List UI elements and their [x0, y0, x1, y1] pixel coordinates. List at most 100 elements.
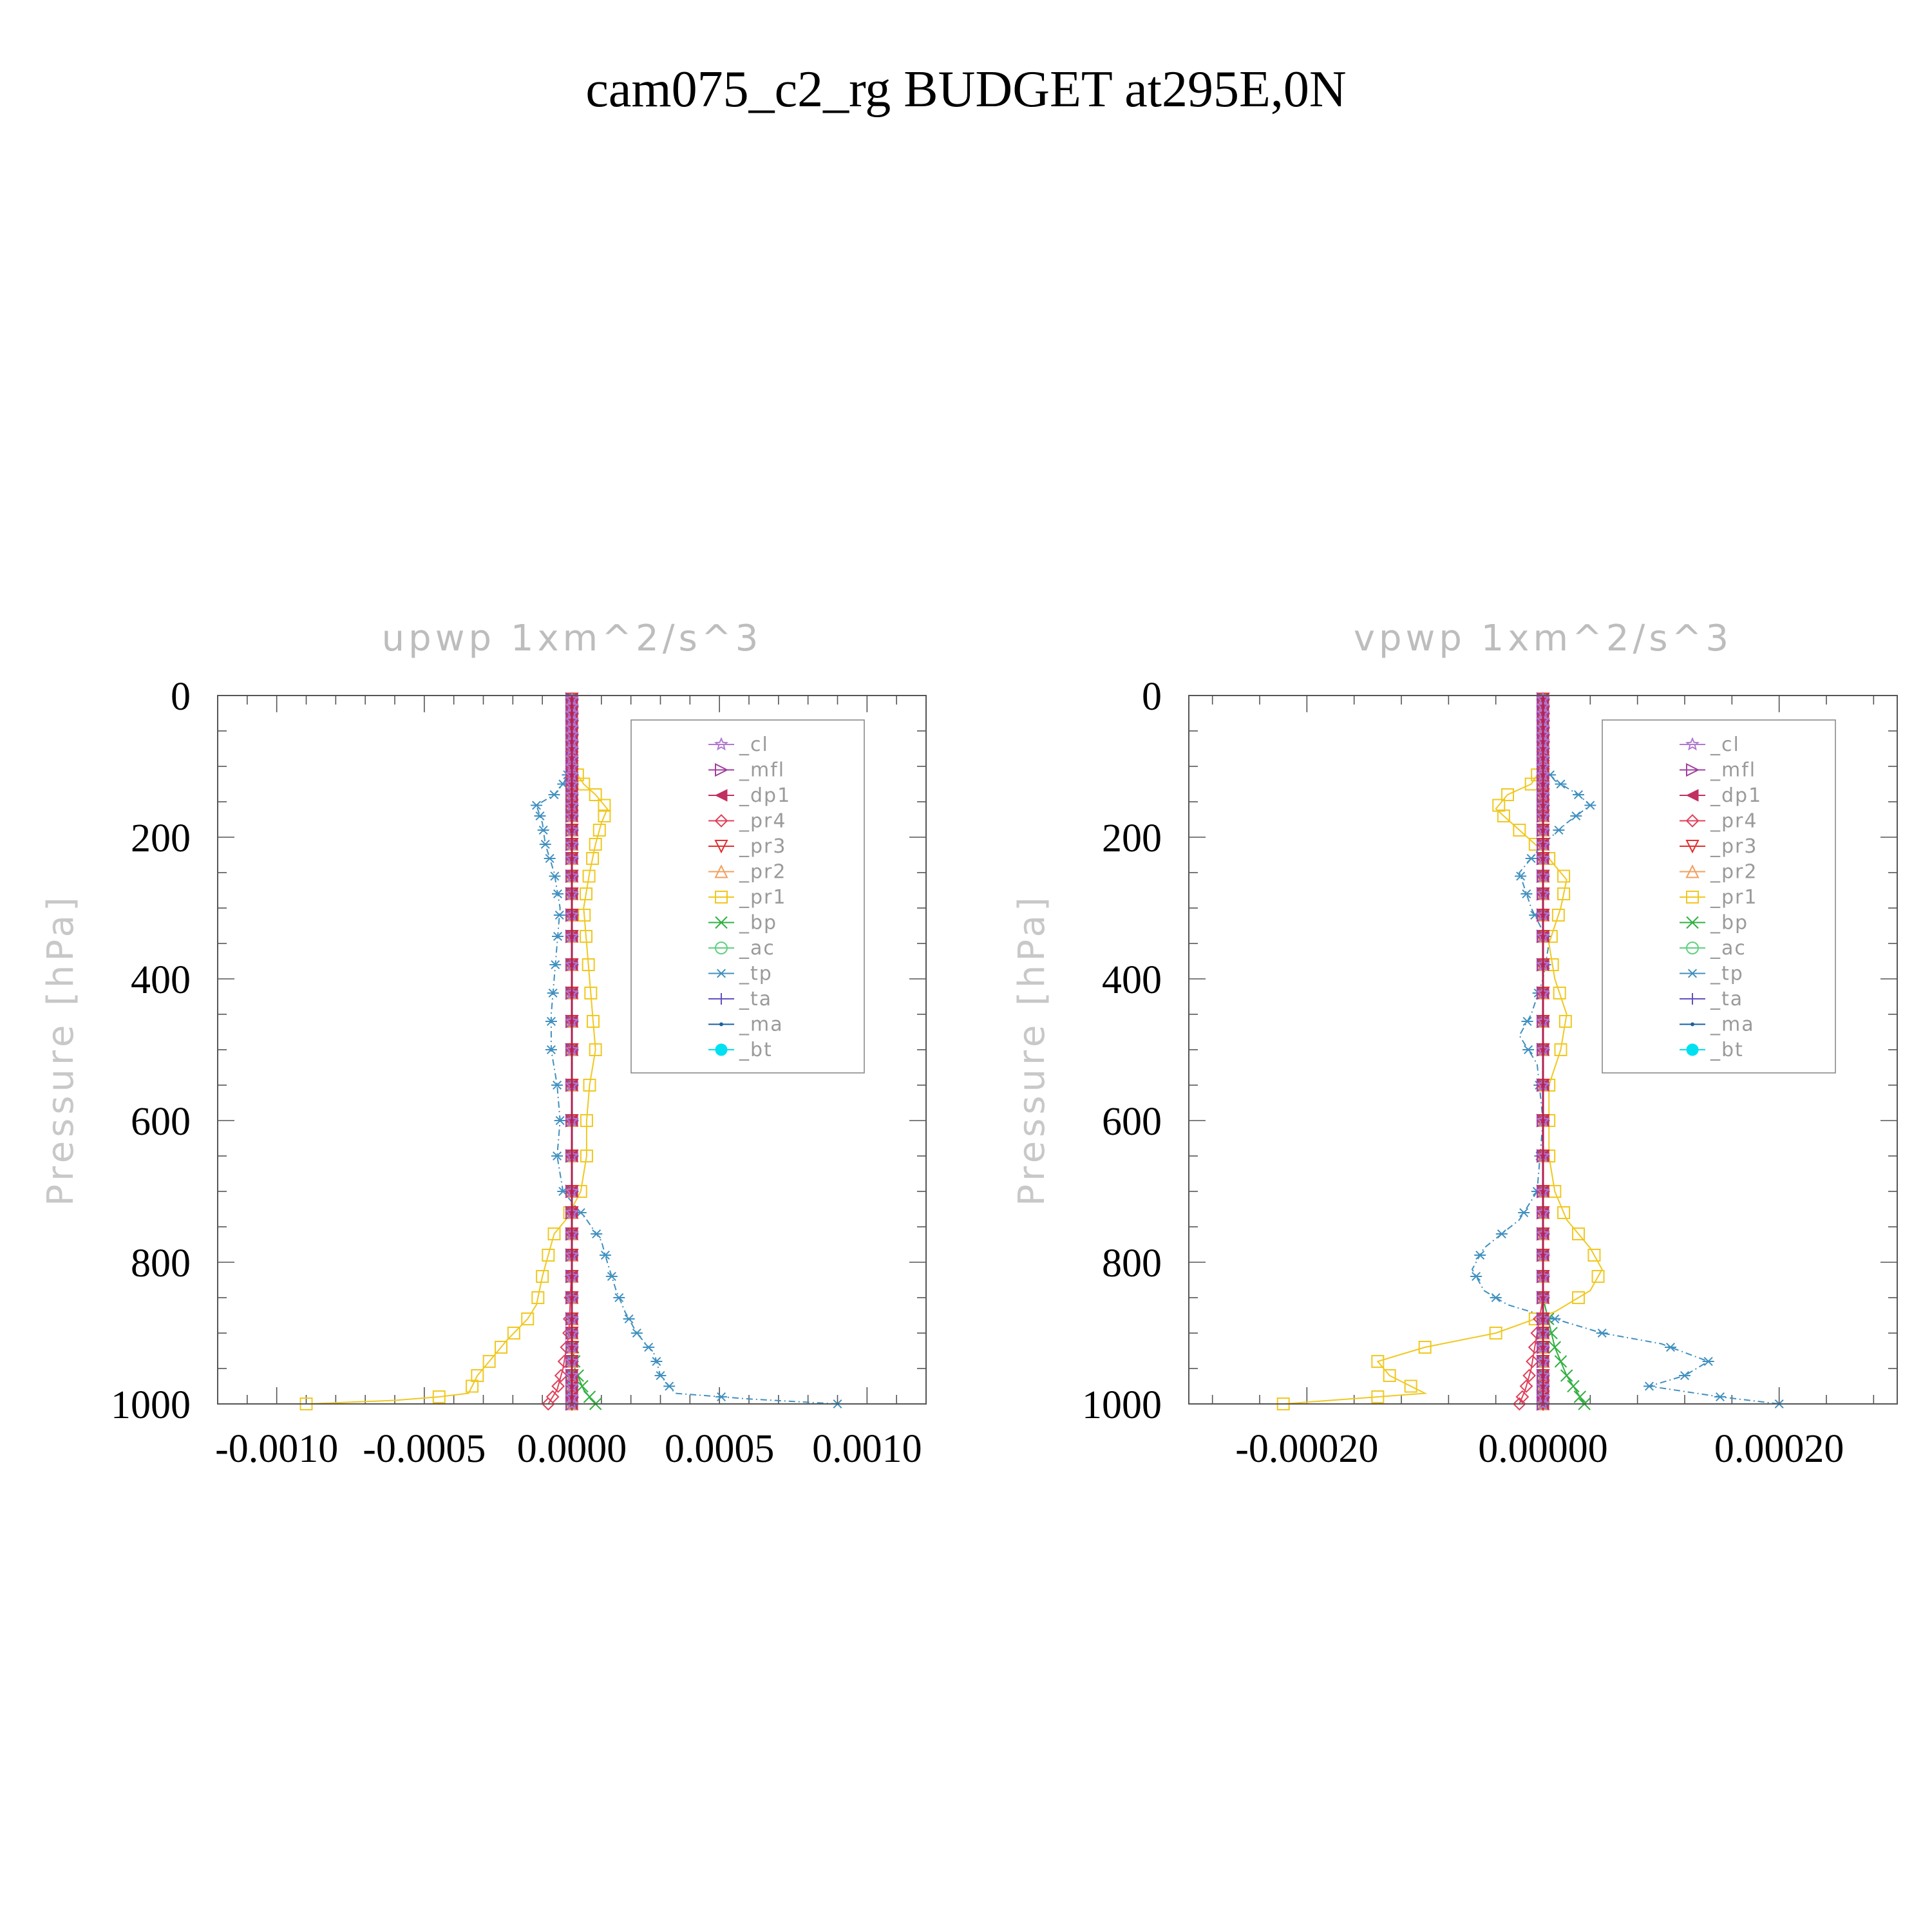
- data-point: [598, 810, 611, 822]
- y-tick-label: 600: [131, 1100, 191, 1144]
- legend-swatch-marker: [715, 1043, 728, 1056]
- data-point: [584, 987, 598, 999]
- data-point: [545, 1045, 557, 1055]
- legend-item: _pr2: [1680, 861, 1757, 884]
- legend-swatch-marker: [1686, 942, 1699, 954]
- legend-item: _ma: [1680, 1014, 1755, 1036]
- data-point: [554, 1368, 568, 1383]
- legend-label: _dp1: [1710, 784, 1762, 807]
- data-point: [580, 1114, 593, 1127]
- legend-swatch-marker: [1686, 916, 1699, 929]
- legend-swatch-marker: [715, 762, 729, 777]
- data-point: [552, 889, 564, 899]
- data-point: [531, 800, 542, 810]
- legend-item: _pr3: [1680, 835, 1756, 858]
- data-point: [1679, 1370, 1690, 1381]
- legend-item: _pr1: [1680, 886, 1756, 909]
- legend-item: _tp: [1680, 963, 1744, 985]
- y-axis-label: Pressure [hPa]: [1011, 893, 1053, 1206]
- legend-item: _pr3: [708, 835, 785, 858]
- y-tick-label: 400: [1102, 958, 1162, 1002]
- data-point: [547, 1227, 561, 1240]
- plot-frame: [217, 695, 927, 1405]
- vpwp-panel: vpwp 1xm^2/s^3 Pressure [hPa] 0 200 400 600 80…: [1011, 618, 1898, 1471]
- legend-swatch-marker: [1686, 1043, 1699, 1056]
- data-point: [551, 1379, 565, 1393]
- legend-label: _ac: [1710, 937, 1747, 960]
- data-point: [623, 1314, 635, 1324]
- data-point: [582, 958, 595, 971]
- legend-item: _mfl: [1680, 759, 1755, 782]
- x-tick-label: -0.00020: [1235, 1427, 1378, 1471]
- legend-label: _bp: [1710, 912, 1748, 934]
- data-point: [1714, 1392, 1726, 1402]
- x-tick-label: -0.0005: [363, 1427, 486, 1471]
- y-tick-label: 400: [131, 958, 191, 1002]
- data-point: [589, 788, 602, 801]
- legend-swatch-marker: [1687, 969, 1698, 978]
- data-point: [1495, 1229, 1508, 1239]
- data-point: [552, 931, 564, 942]
- data-point: [1553, 987, 1566, 999]
- y-tick-label: 0: [171, 675, 191, 719]
- legend-swatch-marker: [715, 969, 727, 978]
- data-point: [1572, 1227, 1585, 1240]
- data-point: [521, 1312, 535, 1325]
- data-point: [1548, 1341, 1562, 1354]
- data-point: [548, 790, 560, 800]
- legend-label: _pr2: [1710, 861, 1757, 884]
- data-point: [495, 1341, 507, 1354]
- data-point: [582, 869, 596, 883]
- legend-label: _tp: [1710, 963, 1744, 985]
- data-point: [1558, 1015, 1572, 1028]
- legend-label: _cl: [1710, 734, 1740, 756]
- legend-label: _ta: [1710, 988, 1743, 1010]
- legend-item: _pr4: [1680, 810, 1756, 833]
- legend-item: _pr2: [708, 861, 785, 884]
- y-tick-label: 200: [1102, 817, 1162, 860]
- legend-swatch-marker: [715, 942, 728, 954]
- data-point: [586, 852, 600, 865]
- panel-title: upwp 1xm^2/s^3: [382, 618, 762, 659]
- data-point: [1522, 1368, 1537, 1383]
- series-line: [306, 766, 609, 1405]
- legend-item: _ma: [708, 1014, 782, 1036]
- data-point: [549, 960, 562, 970]
- data-point: [1515, 1390, 1530, 1404]
- legend-label: _bt: [739, 1039, 773, 1061]
- legend-swatch-marker: [714, 840, 728, 854]
- data-point: [542, 1249, 555, 1262]
- data-point: [583, 1079, 596, 1092]
- legend-swatch-marker: [715, 891, 728, 904]
- legend-swatch-marker: [1690, 1022, 1694, 1027]
- data-point: [554, 1115, 566, 1126]
- y-tick-label: 800: [131, 1242, 191, 1285]
- legend-item: _cl: [708, 734, 768, 756]
- data-point: [1549, 1314, 1561, 1324]
- legend-label: _dp1: [739, 784, 791, 807]
- data-point: [547, 988, 559, 998]
- legend: _cl _mfl_dp1 _pr4_pr3 _pr2_pr1 _bp _ac _tp _ta _…: [1602, 719, 1836, 1074]
- legend-label: _ma: [1710, 1014, 1755, 1036]
- data-point: [599, 1250, 611, 1260]
- y-tick-label: 1000: [1082, 1383, 1162, 1427]
- legend-item: _cl: [1680, 734, 1740, 756]
- x-tick-label: 0.0010: [812, 1427, 922, 1471]
- data-point: [551, 1080, 564, 1090]
- data-point: [1567, 1379, 1580, 1393]
- legend-label: _pr1: [739, 886, 786, 909]
- data-point: [564, 1396, 580, 1410]
- data-point: [1371, 1355, 1385, 1368]
- data-point: [1515, 871, 1527, 881]
- y-tick-label: 1000: [111, 1383, 191, 1427]
- data-point: [1474, 1250, 1486, 1260]
- data-point: [1520, 889, 1533, 899]
- data-point: [589, 838, 602, 851]
- legend-item: _bp: [1680, 912, 1748, 934]
- y-tick-label: 600: [1102, 1100, 1162, 1144]
- x-tick-label: 0.0005: [665, 1427, 775, 1471]
- legend-swatch-marker: [714, 814, 728, 828]
- data-point: [1573, 1390, 1586, 1403]
- legend-item: _tp: [708, 963, 772, 985]
- data-point: [1553, 825, 1565, 835]
